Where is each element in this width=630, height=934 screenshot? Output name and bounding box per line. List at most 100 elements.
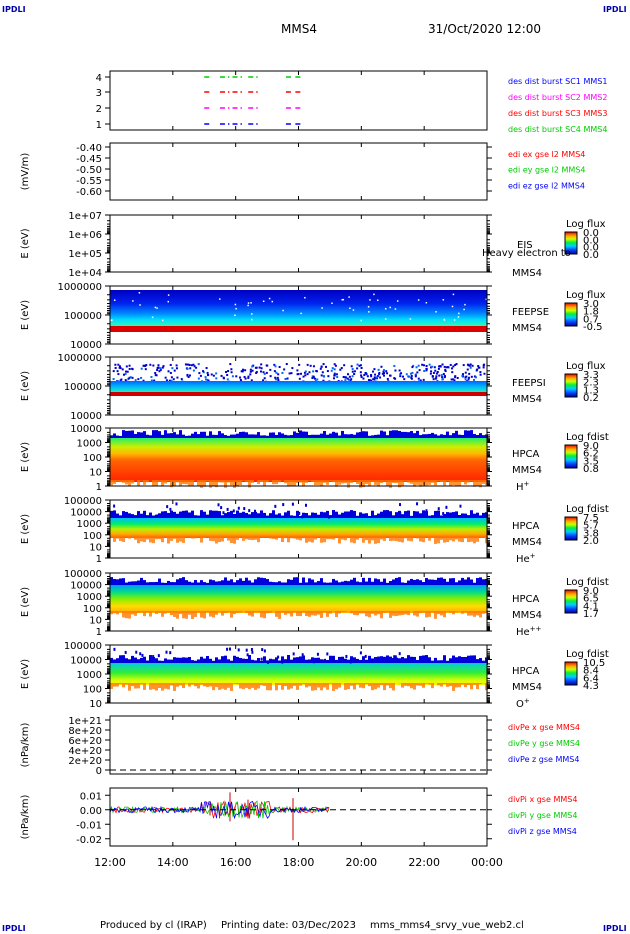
spectrogram-speck [314, 480, 317, 486]
spectrogram-speck [476, 611, 479, 616]
spectrogram-speck [246, 653, 249, 657]
legend-entry: des dist burst SC1 MMS1 [508, 77, 607, 86]
spectrogram-speck [422, 536, 425, 543]
spectrogram-speck [143, 536, 146, 543]
spectrogram-speck [265, 371, 268, 374]
spectrogram-speck [119, 480, 122, 483]
spectrogram-speck [305, 536, 308, 543]
spectrogram-speck [275, 434, 278, 440]
spectrogram-speck [404, 480, 407, 482]
spectrogram-speck [143, 364, 146, 367]
spectrogram-speck [452, 365, 455, 368]
spectrogram-speck [173, 611, 176, 617]
spectrogram-speck [125, 511, 128, 520]
spectrogram-speck [335, 611, 338, 618]
spectrogram-speck [254, 579, 257, 587]
spectrogram-speck [169, 507, 172, 511]
footer-produced-by: Produced by cl (IRAP) [100, 920, 207, 931]
spectrogram-speck [206, 611, 209, 613]
y-tick-label: 10 [89, 615, 102, 626]
y-axis-label: E (eV) [20, 659, 31, 689]
spectrogram-speck [385, 370, 388, 373]
spectrogram-speck [257, 611, 260, 613]
spectrogram-speck [176, 434, 179, 440]
spectrogram-speck [431, 375, 434, 378]
spectrogram-speck [304, 370, 307, 373]
spectrogram-speck [425, 683, 428, 684]
spectrogram-speck [299, 582, 302, 587]
spectrogram-speck [127, 377, 130, 380]
spectrogram-speck [182, 510, 185, 520]
spectrogram-speck [119, 536, 122, 541]
spectrogram-speck [212, 580, 215, 587]
spectrogram-speck [301, 515, 304, 519]
spectrogram-speck [392, 515, 395, 520]
spectrogram-speck [198, 372, 201, 375]
spectrogram-speck [152, 656, 155, 665]
spectrogram-speck [182, 657, 185, 665]
colorbar-tick-label: 0.2 [583, 393, 599, 404]
spectrogram-speck [170, 512, 173, 516]
corner-label-top-left: IPDLI [2, 5, 26, 14]
colorbar [564, 589, 578, 614]
spectrogram-speck [443, 683, 446, 685]
y-tick-label: -0.55 [76, 176, 102, 187]
colorbar-tick-label: 6.4 [583, 673, 599, 684]
colorbar-tick-label: 3.3 [583, 370, 599, 381]
spectrogram-speck [404, 683, 407, 686]
spectrogram-speck [131, 655, 134, 665]
spectrogram-speck [398, 652, 401, 656]
spectrogram-speck [374, 536, 377, 544]
spectrogram-speck [345, 654, 348, 658]
spectrogram-speck [399, 503, 402, 507]
spectrogram-speck [240, 370, 243, 373]
spectrogram-speck [425, 434, 428, 440]
spectrogram-speck [317, 611, 320, 615]
spectrogram-speck [269, 368, 272, 371]
spectrogram-speck [155, 658, 158, 665]
spectrogram-speck [230, 683, 233, 691]
spectrogram-speck [227, 580, 230, 587]
spectrogram-speck [260, 683, 263, 686]
spectrogram-speck [286, 377, 289, 380]
spectrogram-speck [239, 480, 242, 486]
spectrogram-speck [164, 658, 167, 665]
spectrogram-speck [131, 581, 134, 587]
spectrogram-speck [395, 512, 398, 520]
spectrogram-speck [440, 515, 443, 520]
y-tick-label: 10000 [70, 656, 102, 667]
spectrogram-speck [204, 376, 207, 379]
colorbar [564, 373, 578, 398]
spectrogram-speck [161, 582, 164, 587]
spectrogram-speck [215, 658, 218, 662]
spectrogram-speck [452, 433, 455, 440]
spectrogram-speck [248, 655, 251, 665]
spectrogram-speck [155, 480, 158, 486]
spectrogram-speck [284, 536, 287, 539]
spectrogram-speck [431, 683, 434, 689]
spectrogram-speck [473, 433, 476, 440]
spectrogram-speck [331, 367, 334, 370]
spectrogram-speck [461, 373, 464, 376]
spectrogram-speck [441, 378, 444, 381]
spectrogram-speck [483, 372, 486, 375]
spectrogram-speck [431, 365, 434, 368]
spectrogram-speck [320, 511, 323, 520]
spectrogram-speck [386, 510, 389, 520]
spectrogram-speck [220, 506, 223, 510]
spectrogram-speck [245, 577, 248, 587]
spectrogram-speck [298, 511, 301, 515]
spectrogram-speck [470, 611, 473, 616]
spectrogram-speck [393, 364, 396, 367]
spectrogram-speck [230, 510, 233, 520]
colorbar-title: Log flux [566, 290, 606, 301]
spectrogram-speck [317, 480, 320, 486]
spectrogram-speck [425, 301, 428, 304]
spectrogram-speck [119, 578, 122, 587]
spectrogram-speck [359, 364, 362, 367]
spectrogram-speck [278, 683, 281, 686]
spectrogram-speck [419, 580, 422, 587]
spectrogram-speck [254, 611, 257, 613]
spectrogram-speck [435, 311, 437, 313]
spectrogram-speck [446, 683, 449, 687]
